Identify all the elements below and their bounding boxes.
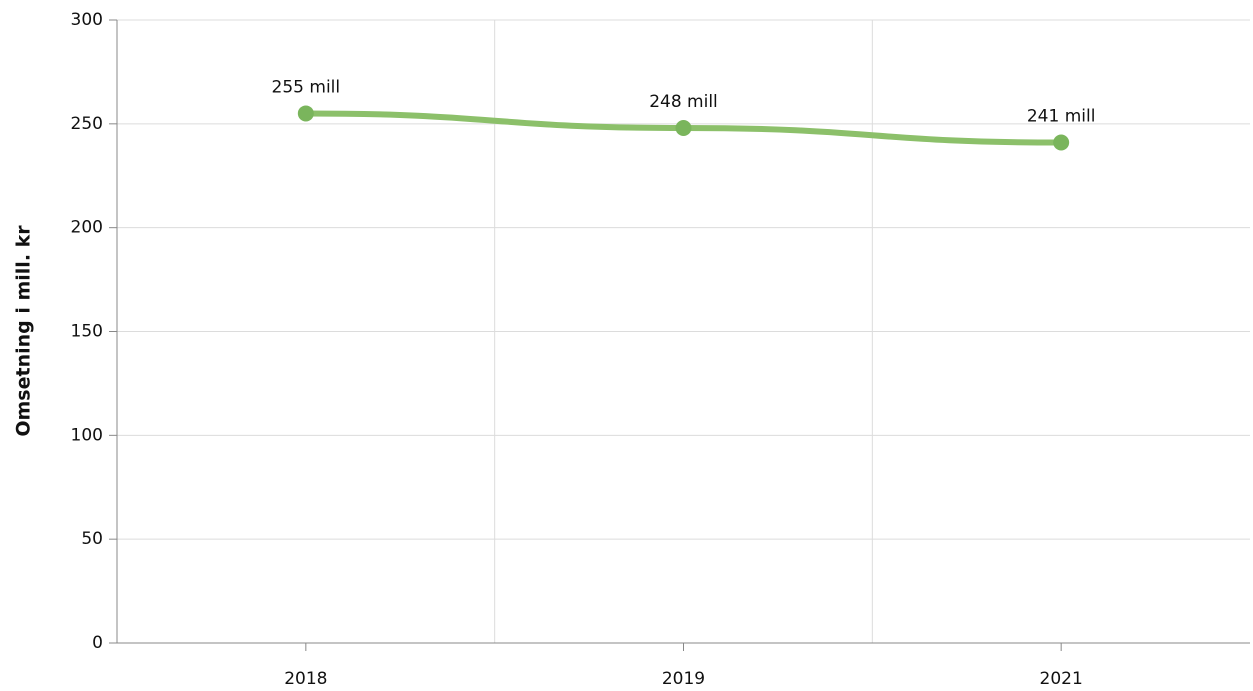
y-tick-label: 150 [71, 322, 103, 342]
y-tick-label: 300 [71, 10, 103, 30]
x-tick-label: 2018 [284, 669, 327, 689]
y-axis-label: Omsetning i mill. kr [13, 225, 35, 437]
marker [297, 105, 314, 122]
y-tick-label: 50 [81, 529, 103, 549]
y-tick-label: 100 [71, 425, 103, 445]
y-tick-label: 0 [92, 633, 103, 653]
y-tick-label: 250 [71, 114, 103, 134]
x-tick-label: 2019 [662, 669, 705, 689]
marker [675, 119, 692, 136]
marker [1053, 134, 1070, 151]
data-label: 255 mill [272, 77, 341, 97]
data-label: 248 mill [649, 92, 718, 112]
y-tick-label: 200 [71, 218, 103, 238]
data-label: 241 mill [1027, 107, 1096, 127]
x-tick-label: 2021 [1040, 669, 1083, 689]
